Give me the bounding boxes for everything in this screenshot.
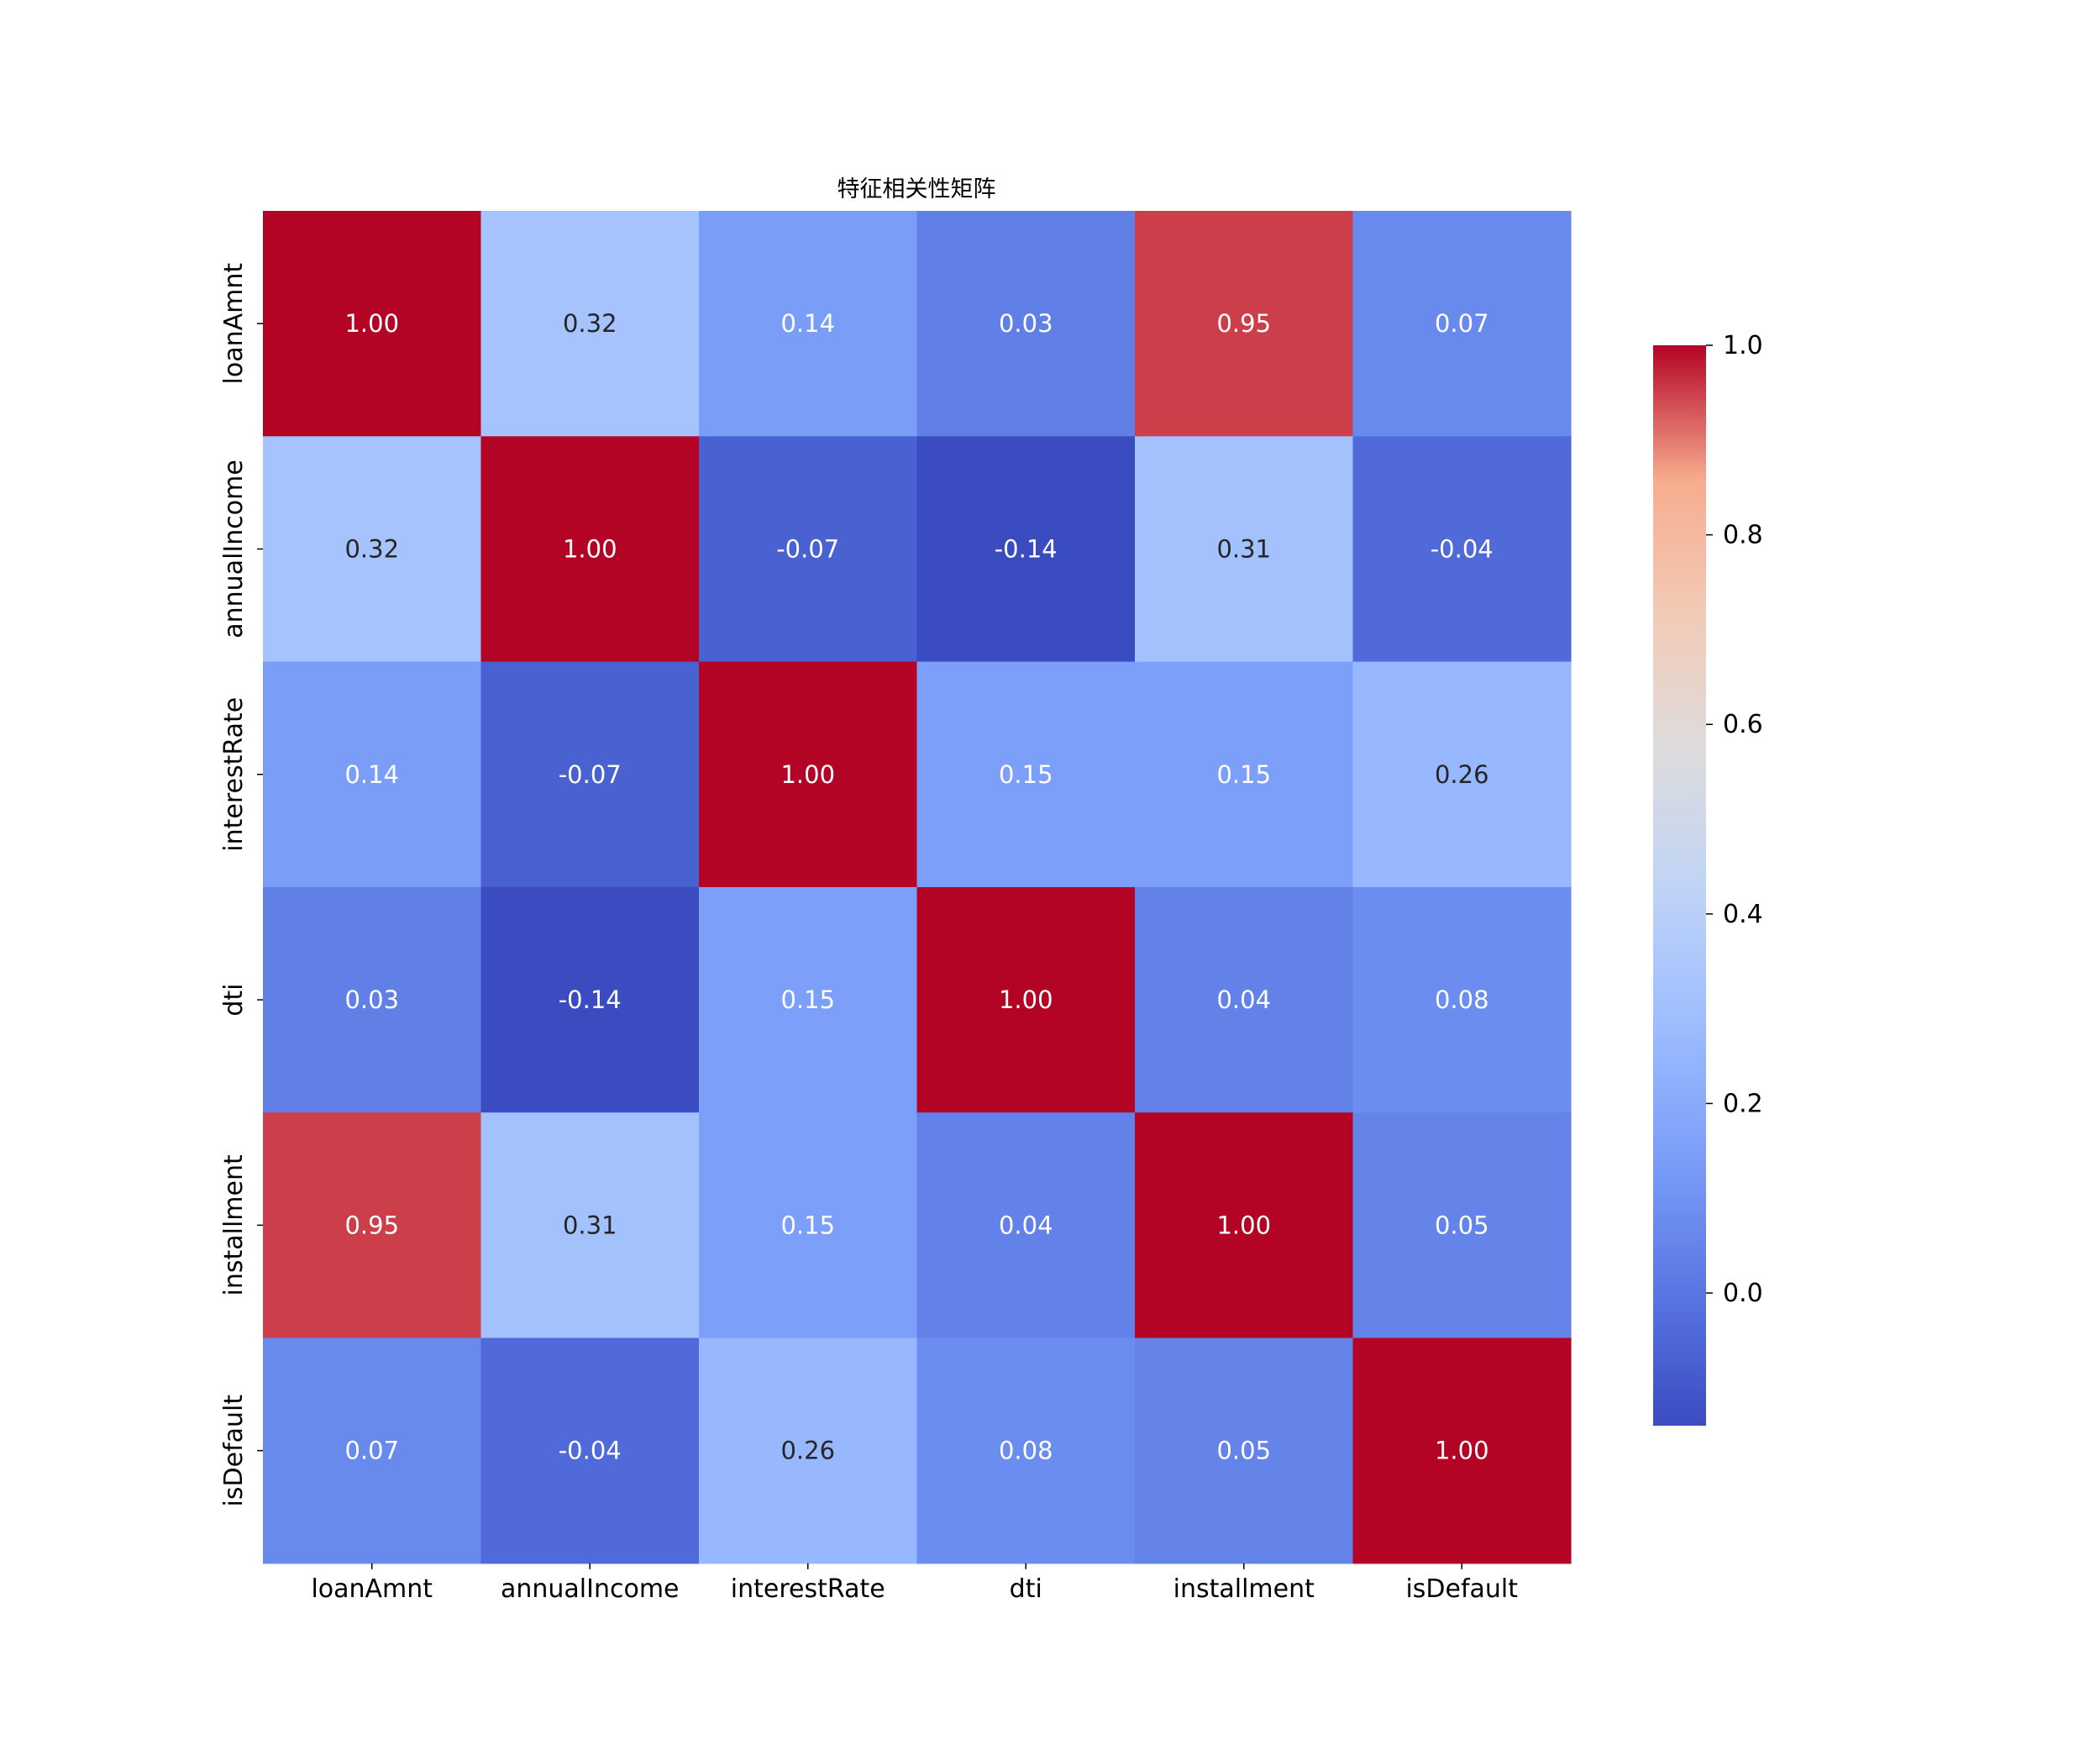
cell-value-label: 0.15 [780, 985, 835, 1014]
cell-value-label: -0.07 [776, 534, 839, 563]
y-tick-label: installment [219, 1154, 249, 1295]
heatmap-cell [916, 1112, 1136, 1339]
cell-value-label: -0.14 [559, 985, 622, 1014]
heatmap-cell [1352, 1112, 1572, 1339]
heatmap-cell [699, 886, 918, 1113]
heatmap-cell [1135, 886, 1354, 1113]
cell-value-label: 0.03 [999, 309, 1053, 338]
cell-value-label: 1.00 [999, 985, 1053, 1014]
cell-value-label: 0.08 [1435, 985, 1489, 1014]
heatmap-cell [263, 211, 482, 437]
x-tick-label: interestRate [731, 1574, 885, 1604]
cell-value-label: 0.07 [344, 1437, 399, 1465]
x-axis-ticks: loanAmnt annualIncome interestRate dti insta… [311, 1563, 1518, 1604]
cell-value-label: -0.14 [995, 534, 1058, 563]
cell-value-label: 0.15 [999, 760, 1053, 789]
x-tick-label: installment [1173, 1574, 1315, 1604]
x-tick-label: dti [1010, 1574, 1042, 1604]
heatmap-cell [263, 436, 482, 663]
heatmap-cell [699, 1337, 918, 1564]
cell-value-label: 1.00 [563, 534, 617, 563]
heatmap-cell [916, 1337, 1136, 1564]
cell-value-label: -0.07 [559, 760, 622, 789]
heatmap-cell [480, 886, 700, 1113]
colorbar-tick-label: 0.8 [1723, 521, 1763, 550]
heatmap-cell [699, 211, 918, 437]
heatmap-cell [263, 661, 482, 888]
y-axis-ticks: loanAmnt annualIncome interestRate dti insta… [219, 263, 263, 1507]
heatmap-cell [1135, 661, 1354, 888]
cell-value-label: 0.14 [344, 760, 399, 789]
x-tick-label: annualIncome [501, 1574, 680, 1604]
cell-value-label: -0.04 [1431, 534, 1494, 563]
heatmap-cell [1352, 211, 1572, 437]
cell-value-label: 1.00 [344, 309, 399, 338]
x-tick-label: loanAmnt [311, 1574, 433, 1604]
heatmap-cell [1135, 1337, 1354, 1564]
cell-value-label: 1.00 [1435, 1437, 1489, 1465]
heatmap-cell [480, 661, 700, 888]
cell-value-label: 0.03 [344, 985, 399, 1014]
heatmap-cell [699, 1112, 918, 1339]
cell-value-label: 1.00 [1216, 1211, 1271, 1239]
colorbar-tick-label: 0.0 [1723, 1279, 1763, 1308]
heatmap-cells [263, 211, 1572, 1564]
cell-value-label: 0.32 [563, 309, 617, 338]
heatmap-cell [1352, 1337, 1572, 1564]
colorbar-tick-label: 0.4 [1723, 900, 1763, 929]
cell-value-label: 0.08 [999, 1437, 1053, 1465]
y-tick-label: dti [219, 983, 249, 1016]
heatmap-cell [480, 211, 700, 437]
chart-title: 特征相关性矩阵 [837, 176, 996, 202]
cell-value-label: 1.00 [780, 760, 835, 789]
colorbar-tick-label: 1.0 [1723, 331, 1763, 360]
cell-value-label: 0.26 [780, 1437, 835, 1465]
cell-value-label: 0.26 [1435, 760, 1489, 789]
cell-value-label: 0.04 [1216, 985, 1271, 1014]
y-tick-label: annualIncome [219, 460, 249, 639]
heatmap-cell [1352, 886, 1572, 1113]
cell-value-label: 0.07 [1435, 309, 1489, 338]
colorbar-tick-label: 0.2 [1723, 1089, 1763, 1118]
cell-value-label: 0.15 [1216, 760, 1271, 789]
heatmap-cell [1352, 436, 1572, 663]
cell-value-label: 0.32 [344, 534, 399, 563]
cell-value-label: 0.95 [344, 1211, 399, 1239]
colorbar-tick-label: 0.6 [1723, 710, 1763, 739]
cell-value-label: 0.04 [999, 1211, 1053, 1239]
cell-value-labels: 1.00 0.32 0.14 0.03 0.95 0.07 0.32 1.00 -0.07 -0.… [344, 309, 1493, 1465]
heatmap-cell [916, 661, 1136, 888]
cell-value-label: 0.05 [1435, 1211, 1489, 1239]
heatmap-cell [916, 211, 1136, 437]
heatmap-cell [699, 661, 918, 888]
y-tick-label: isDefault [219, 1395, 249, 1507]
heatmap-cell [1135, 436, 1354, 663]
heatmap-cell [1135, 1112, 1354, 1339]
heatmap-cell [263, 1112, 482, 1339]
heatmap-cell [263, 886, 482, 1113]
cell-value-label: 0.14 [780, 309, 835, 338]
heatmap-cell [480, 1112, 700, 1339]
cell-value-label: 0.15 [780, 1211, 835, 1239]
heatmap-cell [916, 436, 1136, 663]
heatmap-cell [263, 1337, 482, 1564]
cell-value-label: -0.04 [559, 1437, 622, 1465]
cell-value-label: 0.95 [1216, 309, 1271, 338]
cell-value-label: 0.05 [1216, 1437, 1271, 1465]
colorbar-ticks: 0.0 0.2 0.4 0.6 0.8 1.0 [1706, 331, 1763, 1308]
cell-value-label: 0.31 [1216, 534, 1271, 563]
y-tick-label: interestRate [219, 697, 249, 852]
heatmap-cell [1135, 211, 1354, 437]
x-tick-label: isDefault [1405, 1574, 1518, 1604]
cell-value-label: 0.31 [563, 1211, 617, 1239]
heatmap-cell [480, 1337, 700, 1564]
heatmap-cell [916, 886, 1136, 1113]
heatmap-cell [699, 436, 918, 663]
heatmap-cell [480, 436, 700, 663]
heatmap-cell [1352, 661, 1572, 888]
colorbar [1653, 345, 1706, 1426]
y-tick-label: loanAmnt [219, 263, 249, 385]
